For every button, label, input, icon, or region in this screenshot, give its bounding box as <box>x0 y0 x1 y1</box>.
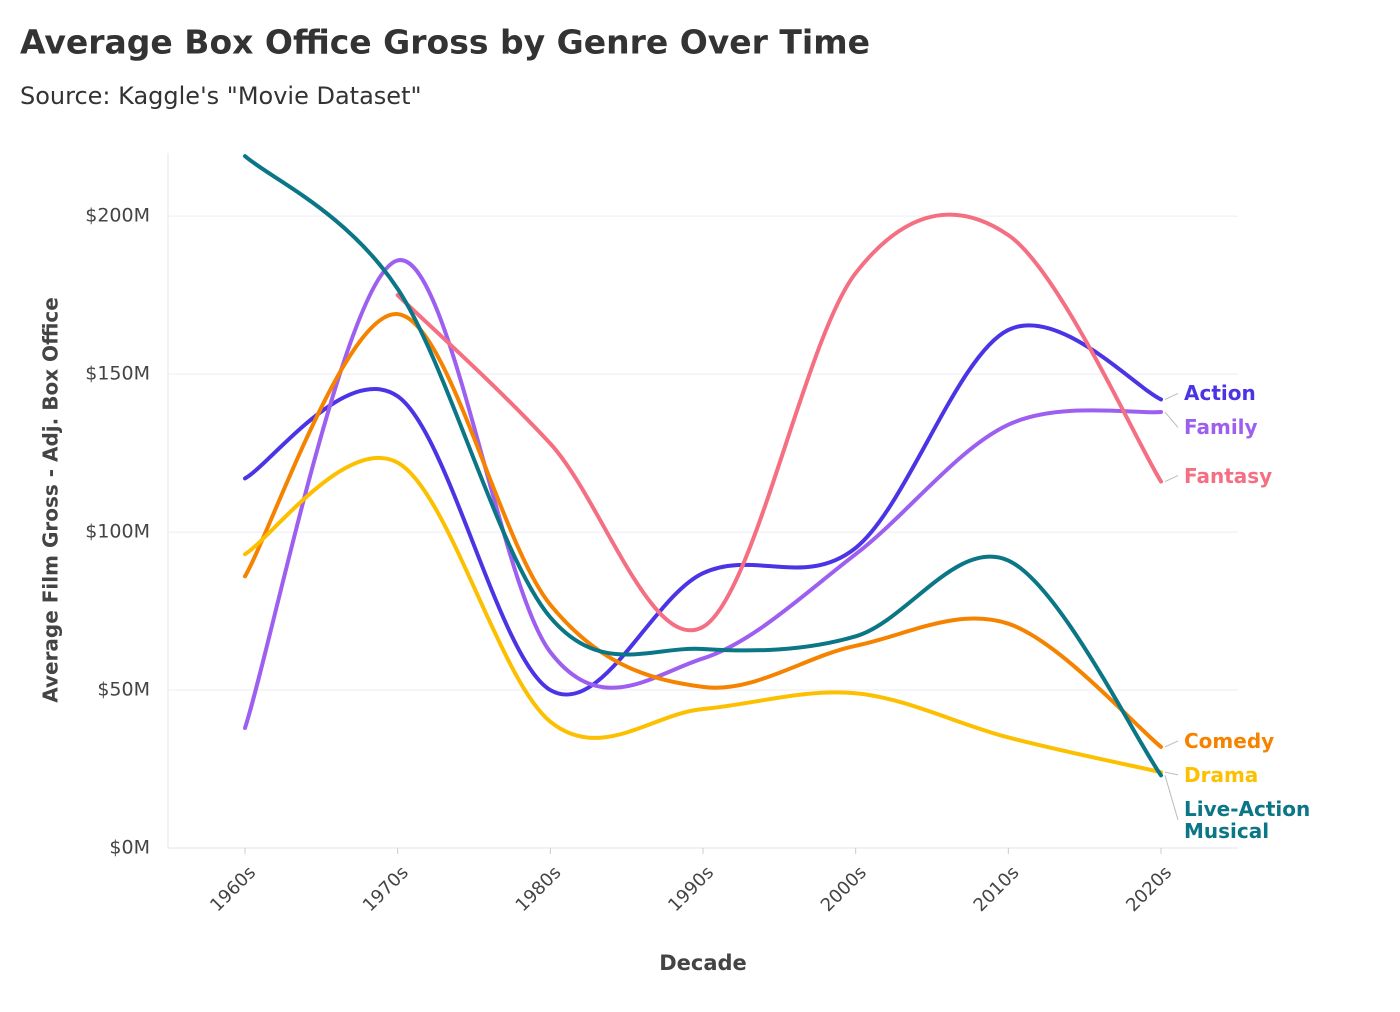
series-label: Action <box>1184 381 1256 406</box>
y-tick-label: $150M <box>85 363 150 385</box>
line <box>243 258 1163 730</box>
label-connector <box>1164 740 1179 748</box>
label-connector <box>1164 392 1179 400</box>
y-tick-label: $200M <box>85 205 150 227</box>
line <box>395 212 1163 632</box>
label-connector <box>1164 775 1179 821</box>
x-tick-label: 1990s <box>664 862 718 916</box>
line <box>243 323 1163 697</box>
x-tick-label: 1970s <box>359 862 413 916</box>
x-tick-label: 2000s <box>817 862 871 916</box>
chart-subtitle: Source: Kaggle's "Movie Dataset" <box>20 82 422 110</box>
label-connector <box>1164 771 1179 776</box>
series-label: Fantasy <box>1184 463 1273 488</box>
x-tick-label: 1980s <box>512 862 566 916</box>
line <box>243 455 1163 775</box>
label-connector <box>1164 411 1179 428</box>
series-label: Comedy <box>1184 728 1275 753</box>
x-tick-label: 1960s <box>206 862 260 916</box>
y-axis-label: Average Film Gross - Adj. Box Office <box>39 297 63 703</box>
x-axis-label: Decade <box>659 951 747 975</box>
x-tick-label: 2020s <box>1122 862 1176 916</box>
x-tick-label: 2010s <box>970 862 1024 916</box>
series-label: Family <box>1184 415 1258 440</box>
y-tick-label: $50M <box>97 679 150 701</box>
chart-title: Average Box Office Gross by Genre Over T… <box>20 23 870 62</box>
series-label: Drama <box>1184 762 1259 787</box>
line <box>243 312 1163 749</box>
line <box>243 154 1163 778</box>
y-tick-label: $0M <box>109 837 150 859</box>
y-tick-label: $100M <box>85 521 150 543</box>
label-connector <box>1164 475 1179 482</box>
series-label: Live-Action Musical <box>1184 796 1311 843</box>
